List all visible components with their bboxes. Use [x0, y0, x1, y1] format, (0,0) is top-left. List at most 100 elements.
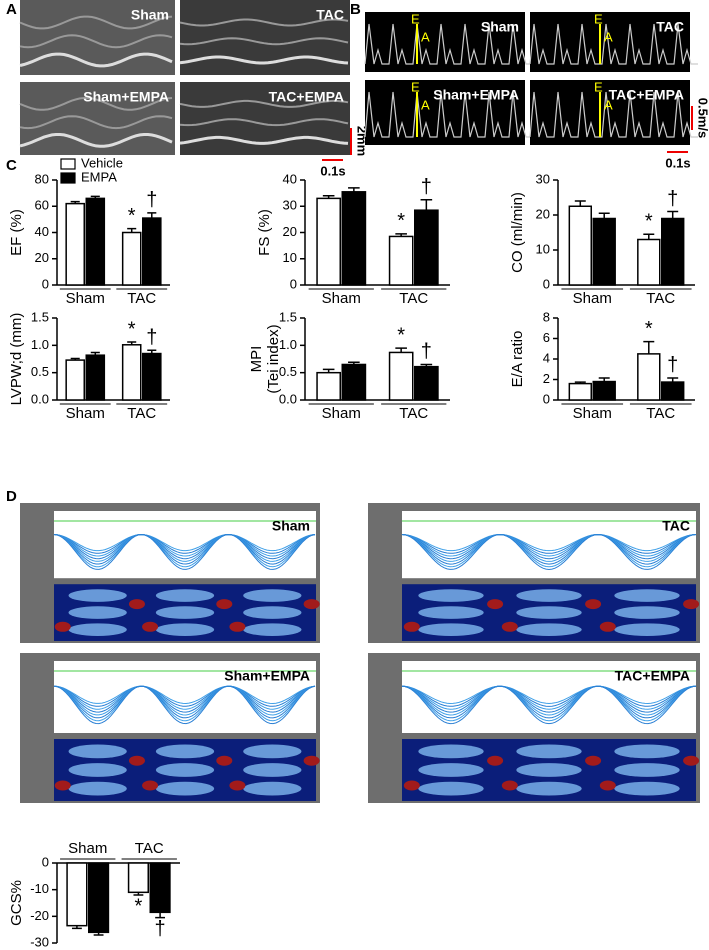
y-axis-title: FS (%) — [256, 209, 273, 256]
error-bar — [127, 341, 137, 345]
wall-trace — [179, 135, 349, 145]
y-axis-title: MPI — [248, 346, 265, 373]
significance-mark: * — [397, 210, 405, 232]
y-tick-label: 0.5 — [279, 364, 297, 379]
bar — [149, 862, 171, 914]
error-bar — [667, 377, 679, 383]
error-bar — [598, 377, 610, 382]
heatmap-spot — [516, 623, 582, 636]
heatmap-hot — [585, 599, 602, 610]
error-bar — [420, 198, 433, 211]
strain-curve — [53, 533, 316, 557]
image-label: Sham+EMPA — [83, 89, 169, 105]
x-tick-label: Sham — [573, 405, 612, 422]
image-label: Sham — [481, 19, 519, 35]
error-bar — [574, 200, 586, 207]
x-tick-label: TAC — [127, 290, 156, 307]
heatmap-spot — [155, 623, 215, 636]
error-bar — [348, 361, 360, 365]
significance-mark: * — [645, 211, 653, 233]
error-bar — [93, 932, 104, 936]
legend-swatch — [60, 172, 76, 184]
x-tick-label: TAC — [399, 405, 428, 422]
bar — [142, 352, 162, 401]
error-bar — [420, 363, 433, 367]
image-label: TAC+EMPA — [609, 87, 684, 103]
y-axis-title: (Tei index) — [265, 324, 282, 393]
heatmap-spot — [418, 606, 484, 619]
strain-curve — [53, 533, 316, 562]
y-tick-label: -30 — [30, 934, 49, 949]
heatmap-spot — [155, 606, 215, 619]
doppler-trace — [529, 91, 698, 138]
heatmap-spot — [614, 763, 680, 777]
heatmap-hot — [585, 755, 602, 766]
y-tick-label: 4 — [543, 350, 550, 365]
x-tick-label: TAC — [135, 840, 164, 857]
y-tick-label: -20 — [30, 908, 49, 923]
bar — [568, 382, 593, 401]
strain-label: TAC+EMPA — [615, 668, 690, 684]
heatmap-hot — [487, 755, 504, 766]
error-bar — [395, 347, 407, 353]
x-tick-label: Sham — [322, 290, 361, 307]
strain-label: TAC — [662, 518, 690, 534]
y-axis-title: LVPW;d (mm) — [8, 313, 25, 406]
wall-trace — [19, 34, 173, 49]
strain-curve — [401, 685, 697, 722]
strain-label: Sham+EMPA — [224, 668, 310, 684]
y-tick-label: 0 — [42, 276, 49, 291]
strain-curve — [53, 533, 316, 568]
x-tick-label: Sham — [68, 840, 107, 857]
y-tick-label: 20 — [536, 206, 550, 221]
heatmap-spot — [243, 744, 302, 759]
y-tick-label: 0.0 — [279, 391, 297, 406]
heatmap-hot — [501, 621, 518, 632]
strain-curve — [53, 685, 316, 716]
y-tick-label: 20 — [283, 224, 297, 239]
strain-curve — [401, 685, 697, 707]
heatmap-hot — [229, 780, 246, 791]
bar — [65, 359, 85, 401]
x-tick-label: TAC — [646, 290, 675, 307]
heatmap-spot — [68, 589, 127, 602]
doppler-trace — [529, 23, 698, 65]
heatmap-spot — [614, 589, 680, 602]
bar — [568, 205, 593, 286]
significance-mark: † — [146, 189, 157, 211]
error-bar — [667, 210, 679, 219]
bar — [388, 235, 414, 286]
bar — [637, 353, 661, 401]
bar — [65, 202, 85, 286]
error-bar — [90, 195, 100, 199]
strain-curve — [53, 533, 316, 554]
strain-curve — [53, 685, 316, 719]
y-tick-label: 2 — [543, 371, 550, 386]
bar — [316, 197, 341, 286]
strain-curve — [53, 533, 316, 560]
wall-trace — [19, 133, 173, 148]
y-axis-title: CO (ml/min) — [509, 192, 526, 273]
heatmap-hot — [403, 780, 420, 791]
strain-curve — [53, 533, 316, 565]
y-axis-title: E/A ratio — [509, 331, 526, 388]
x-tick-label: Sham — [322, 405, 361, 422]
bar — [637, 238, 661, 286]
wall-trace — [179, 55, 349, 65]
peak-label: A — [421, 29, 430, 44]
y-tick-label: 1.0 — [279, 337, 297, 352]
error-bar — [348, 187, 360, 192]
heatmap-hot — [216, 755, 233, 766]
strain-curve — [401, 685, 697, 713]
y-axis-title: GCS% — [8, 880, 25, 926]
wall-trace — [19, 115, 173, 130]
bar — [88, 862, 110, 934]
peak-label: E — [411, 79, 420, 94]
heatmap-spot — [68, 606, 127, 619]
y-tick-label: 60 — [35, 198, 49, 213]
scale-label: 0.1s — [665, 155, 690, 170]
significance-mark: † — [421, 176, 432, 198]
bar — [341, 191, 367, 286]
bar — [414, 209, 439, 286]
error-bar — [395, 233, 407, 237]
